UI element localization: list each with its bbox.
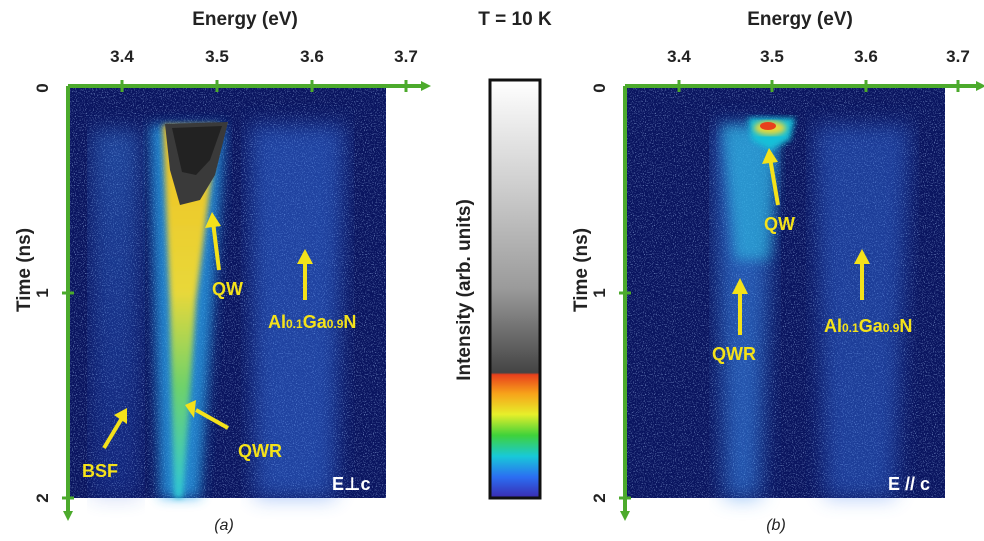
temperature-label: T = 10 K: [478, 9, 552, 30]
panel-b: Energy (eV) 3.4 3.5 3.6 3.7 Time (ns) 0 …: [571, 9, 984, 534]
bsf-arrow: [102, 416, 124, 450]
panel-a-polarization: E⊥c: [332, 474, 370, 494]
qwr-label: QWR: [238, 441, 282, 461]
panel-b-y-tick: 1: [590, 288, 609, 297]
panel-b-x-tick: 3.6: [854, 47, 878, 66]
bsf-label: BSF: [82, 461, 118, 481]
panel-a-y-ticks: 0 1 2: [33, 83, 52, 502]
panel-b-x-title: Energy (eV): [747, 9, 853, 30]
panel-a-y-title: Time (ns): [14, 228, 35, 312]
qw-arrow: [211, 221, 221, 271]
panel-a-annotation-arrows: [102, 212, 313, 450]
panel-a-x-tick: 3.7: [394, 47, 418, 66]
panel-a-y-tick: 1: [33, 288, 52, 297]
colorbar-label: Intensity (arb. units): [454, 199, 475, 381]
panel-b-x-ticks: 3.4 3.5 3.6 3.7: [667, 47, 970, 66]
panel-b-y-tick: 0: [590, 83, 609, 92]
colorbar: T = 10 K Intensity (arb. units): [454, 9, 552, 500]
qwr-label: QWR: [712, 344, 756, 364]
panel-a-y-tick: 2: [33, 493, 52, 502]
panel-a-x-tick: 3.6: [300, 47, 324, 66]
panel-a-x-tick: 3.4: [110, 47, 134, 66]
panel-b-polarization: E // c: [888, 474, 930, 494]
colorbar-scale: [488, 78, 542, 500]
panel-b-x-tick: 3.4: [667, 47, 691, 66]
qw-label: QW: [212, 279, 243, 299]
panel-b-x-tick: 3.7: [946, 47, 970, 66]
panel-a-x-tick: 3.5: [205, 47, 229, 66]
panel-b-y-title: Time (ns): [571, 228, 592, 312]
panel-a-tick-marks: [62, 80, 408, 500]
panel-b-caption: (b): [766, 517, 786, 534]
panel-b-tick-marks: [619, 80, 960, 500]
qw-label: QW: [764, 214, 795, 234]
algan-label: Al0.1Ga0.9N: [268, 312, 356, 332]
panel-a: Energy (eV) 3.4 3.5 3.6 3.7 Time (ns) 0 …: [14, 9, 431, 534]
panel-b-annotation-arrows: [732, 148, 870, 335]
qw-arrow: [768, 157, 780, 206]
qwr-arrow: [195, 408, 229, 430]
algan-label: Al0.1Ga0.9N: [824, 316, 912, 336]
panel-b-y-ticks: 0 1 2: [590, 83, 609, 502]
panel-a-streak-image: [68, 88, 386, 498]
panel-a-x-ticks: 3.4 3.5 3.6 3.7: [110, 47, 418, 66]
panel-a-caption: (a): [214, 517, 234, 534]
panel-b-x-tick: 3.5: [760, 47, 784, 66]
panel-b-streak-image: [625, 88, 945, 498]
panel-b-y-tick: 2: [590, 493, 609, 502]
panel-a-y-tick: 0: [33, 83, 52, 92]
panel-a-x-title: Energy (eV): [192, 9, 298, 30]
